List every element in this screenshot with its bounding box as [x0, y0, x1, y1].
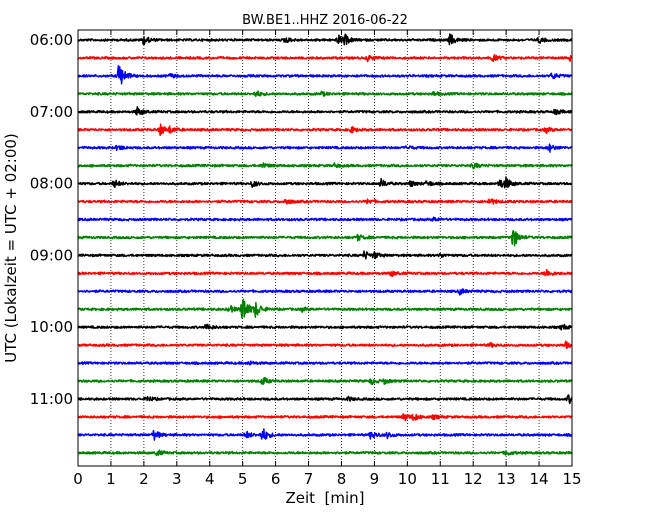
- seismogram-trace: [77, 33, 573, 46]
- y-tick-label: 06:00: [30, 31, 73, 49]
- x-tick-label: 1: [106, 470, 116, 488]
- y-tick-label: 07:00: [30, 103, 73, 121]
- seismogram-trace: [77, 449, 573, 457]
- y-tick-label: 10:00: [30, 318, 73, 336]
- seismogram-trace: [77, 54, 573, 63]
- seismogram-trace: [77, 298, 573, 319]
- axis-ticks: [77, 30, 573, 466]
- x-tick-label: 10: [398, 470, 417, 488]
- axes-frame: [77, 29, 573, 467]
- x-tick-label: 0: [73, 470, 83, 488]
- seismogram-trace: [77, 268, 573, 278]
- x-tick-label: 7: [304, 470, 314, 488]
- x-tick-label: 15: [562, 470, 581, 488]
- seismogram-trace: [77, 376, 573, 386]
- y-tick-label: 09:00: [30, 246, 73, 264]
- x-tick-label: 4: [205, 470, 215, 488]
- seismogram-trace: [77, 360, 573, 366]
- seismogram-trace: [77, 229, 573, 247]
- x-axis-label: Zeit [min]: [285, 489, 364, 507]
- y-tick-label: 08:00: [30, 175, 73, 193]
- seismogram-trace: [77, 216, 573, 222]
- seismogram-trace: [77, 143, 573, 153]
- y-axis-label: UTC (Lokalzeit = UTC + 02:00): [2, 133, 20, 363]
- vertical-grid: [110, 30, 540, 466]
- x-tick-label: 8: [337, 470, 347, 488]
- seismogram-trace: [77, 394, 573, 405]
- seismogram-trace: [77, 123, 573, 137]
- seismogram-trace: [77, 340, 573, 350]
- seismogram-trace: [77, 65, 573, 85]
- x-tick-labels: 0 1 2 3 4 5 6 7 8 9 10 11 12 13 14 15: [73, 470, 581, 488]
- seismogram-trace: [77, 90, 573, 98]
- seismogram-trace: [77, 250, 573, 260]
- x-tick-label: 13: [497, 470, 516, 488]
- x-tick-label: 3: [172, 470, 182, 488]
- x-tick-label: 14: [530, 470, 549, 488]
- seismogram-trace: [77, 106, 573, 116]
- x-tick-label: 12: [464, 470, 483, 488]
- seismogram-traces: [77, 33, 573, 457]
- seismogram-trace: [77, 288, 573, 296]
- y-tick-labels: 06:00 07:00 08:00 09:00 10:00 11:00: [30, 31, 73, 408]
- y-tick-label: 11:00: [30, 390, 73, 408]
- seismogram-trace: [77, 198, 573, 205]
- x-tick-label: 6: [271, 470, 281, 488]
- seismogram-trace: [77, 323, 573, 331]
- seismogram-trace: [77, 176, 573, 189]
- seismogram-trace: [77, 162, 573, 170]
- seismogram-trace: [77, 413, 573, 422]
- x-tick-label: 9: [370, 470, 380, 488]
- seismogram-trace: [77, 428, 573, 441]
- x-tick-label: 2: [139, 470, 149, 488]
- chart-title: BW.BE1..HHZ 2016-06-22: [242, 13, 408, 28]
- x-tick-label: 11: [431, 470, 450, 488]
- x-tick-label: 5: [238, 470, 248, 488]
